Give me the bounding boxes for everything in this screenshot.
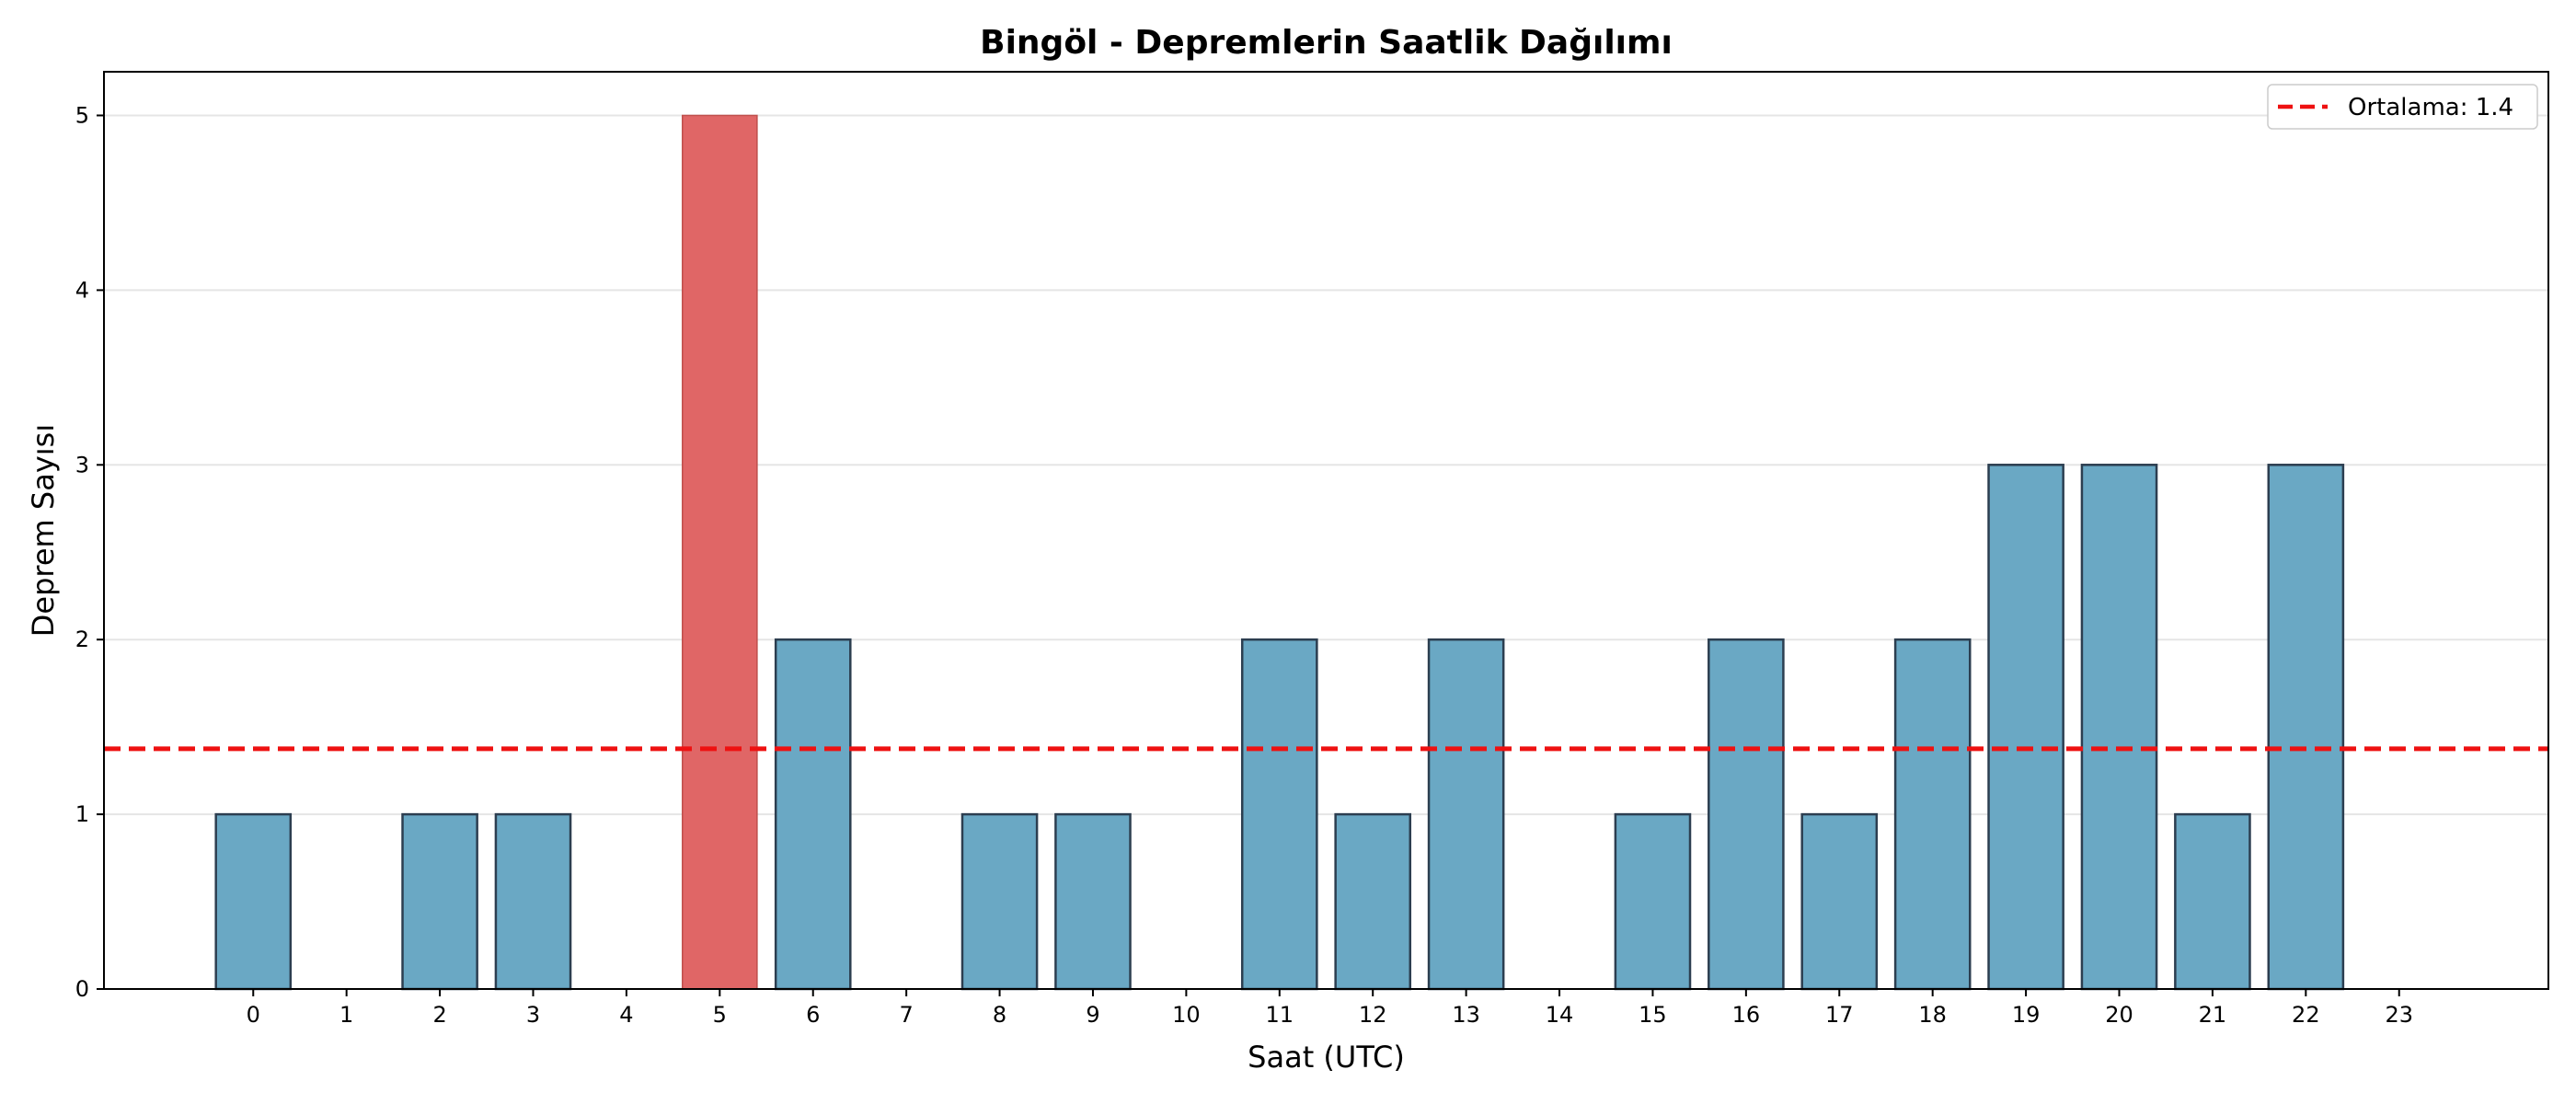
x-tick-label: 3 <box>526 1002 540 1028</box>
x-tick-label: 8 <box>993 1002 1006 1028</box>
bar <box>494 812 572 991</box>
x-tick-label: 0 <box>247 1002 260 1028</box>
bar <box>401 812 478 991</box>
bar <box>1614 812 1692 991</box>
legend: Ortalama: 1.4 <box>2267 84 2538 130</box>
x-tick-label: 9 <box>1086 1002 1099 1028</box>
y-tick-label: 4 <box>75 277 89 303</box>
x-tick-label: 14 <box>1546 1002 1574 1028</box>
x-axis-label: Saat (UTC) <box>1248 1040 1405 1075</box>
bar-series <box>214 114 2345 991</box>
y-tick-label: 5 <box>75 102 89 128</box>
bar <box>2267 464 2345 991</box>
x-tick-label: 4 <box>619 1002 633 1028</box>
x-tick-label: 19 <box>2012 1002 2041 1028</box>
x-tick-label: 7 <box>900 1002 914 1028</box>
x-tick-label: 21 <box>2199 1002 2227 1028</box>
x-tick-label: 1 <box>339 1002 353 1028</box>
bar <box>1987 464 2064 991</box>
x-tick-label: 5 <box>713 1002 727 1028</box>
bar <box>1708 638 1785 991</box>
x-axis-ticks: 0 1 2 3 4 5 6 7 8 9 10 11 12 13 14 15 16 17 18 19 20 21 22 23 <box>247 989 2413 1028</box>
bar <box>960 812 1039 991</box>
y-axis-label: Deprem Sayısı <box>26 424 61 637</box>
x-tick-label: 16 <box>1732 1002 1761 1028</box>
bar <box>1054 812 1132 991</box>
y-tick-label: 3 <box>75 452 89 477</box>
x-tick-label: 2 <box>432 1002 446 1028</box>
x-tick-label: 13 <box>1452 1002 1480 1028</box>
y-tick-label: 2 <box>75 627 89 652</box>
x-tick-label: 6 <box>806 1002 820 1028</box>
bar <box>1893 638 1972 991</box>
y-tick-label: 0 <box>75 976 89 1002</box>
x-tick-label: 17 <box>1825 1002 1854 1028</box>
x-tick-label: 22 <box>2292 1002 2320 1028</box>
x-tick-label: 11 <box>1266 1002 1294 1028</box>
plot-area-frame <box>103 71 2549 990</box>
x-tick-label: 12 <box>1359 1002 1387 1028</box>
bar <box>1800 812 1879 991</box>
bar-highlight <box>682 114 758 990</box>
legend-box <box>2267 84 2538 130</box>
bar <box>2174 812 2251 991</box>
bar <box>214 812 293 991</box>
chart-title: Bingöl - Depremlerin Saatlik Dağılımı <box>980 24 1673 62</box>
legend-label-mean: Ortalama: 1.4 <box>2348 94 2513 121</box>
bar <box>1334 812 1412 991</box>
x-tick-label: 10 <box>1172 1002 1201 1028</box>
bar <box>774 638 852 991</box>
x-tick-label: 23 <box>2385 1002 2413 1028</box>
bar <box>2080 464 2158 991</box>
x-tick-label: 18 <box>1918 1002 1947 1028</box>
bar <box>1427 638 1505 991</box>
y-axis-ticks: 0 1 2 3 4 5 <box>75 102 104 1002</box>
x-tick-label: 15 <box>1639 1002 1667 1028</box>
x-tick-label: 20 <box>2105 1002 2133 1028</box>
bar <box>1240 638 1318 991</box>
y-tick-label: 1 <box>75 801 89 827</box>
